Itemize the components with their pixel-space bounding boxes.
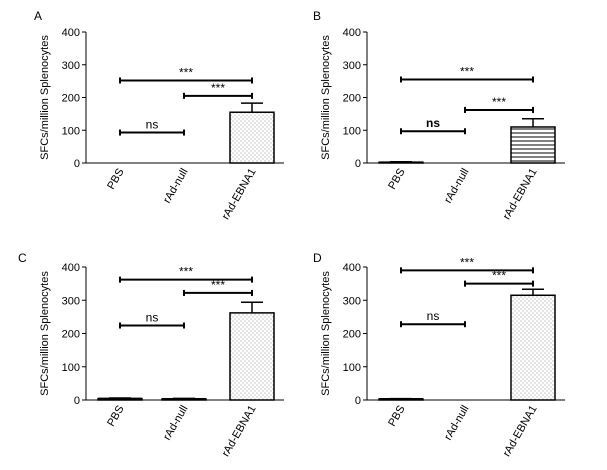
x-tick-label: rAd-EBNA1	[501, 404, 540, 459]
y-tick-label: 0	[355, 395, 361, 407]
y-tick-label: 0	[355, 158, 361, 170]
panel-letter: C	[18, 251, 27, 265]
x-tick-label: PBS	[105, 404, 126, 429]
x-tick-label: rAd-EBNA1	[220, 167, 259, 222]
x-tick-label: rAd-null	[161, 167, 190, 206]
panel-a: A 0 100 200 300 400 SFCs/million Splenocytes PB…	[34, 9, 284, 222]
y-tick-label: 200	[343, 329, 361, 341]
y-tick-label: 400	[62, 27, 80, 39]
panel-letter: D	[313, 251, 322, 265]
significance-bracket: ns	[119, 311, 185, 329]
y-axis-title: SFCs/million Splenocytes	[320, 35, 332, 160]
significance-label: ns	[426, 116, 440, 130]
y-tick-label: 0	[74, 395, 80, 407]
significance-label: ns	[146, 118, 159, 132]
bar	[510, 294, 556, 401]
panel-c: C 0 100 200 300 400 SFCs/million Splenocytes PB…	[18, 251, 284, 459]
x-tick-label: rAd-null	[161, 404, 190, 443]
significance-bracket: ***	[119, 65, 253, 84]
y-tick-label: 0	[74, 158, 80, 170]
significance-bracket: ns	[119, 118, 185, 136]
y-tick-label: 300	[343, 295, 361, 307]
significance-label: ***	[211, 81, 225, 95]
bar	[510, 126, 556, 164]
y-tick-label: 100	[62, 125, 80, 137]
significance-label: ***	[492, 269, 506, 283]
bar	[229, 111, 275, 164]
y-tick-label: 400	[343, 27, 361, 39]
x-tick-label: PBS	[105, 167, 126, 192]
y-axis-title: SFCs/million Splenocytes	[320, 271, 332, 396]
x-tick-label: PBS	[386, 167, 407, 192]
significance-bracket: ns	[400, 309, 466, 328]
significance-label: ns	[427, 309, 440, 323]
significance-bracket: ***	[400, 64, 534, 83]
significance-label: ***	[460, 64, 474, 78]
significance-bracket: ***	[183, 81, 253, 99]
x-tick-label: rAd-null	[442, 167, 471, 206]
y-tick-label: 300	[62, 295, 80, 307]
y-tick-label: 300	[62, 60, 80, 72]
bar	[229, 312, 275, 401]
panel-d: D 0 100 200 300 400 SFCs/million Splenocytes PB…	[313, 251, 565, 459]
significance-bracket: ***	[400, 255, 534, 274]
y-tick-label: 300	[343, 60, 361, 72]
significance-bracket: ***	[464, 269, 534, 287]
x-tick-label: rAd-null	[442, 404, 471, 443]
y-tick-label: 400	[343, 262, 361, 274]
significance-label: ***	[211, 278, 225, 292]
panel-letter: A	[34, 9, 42, 23]
y-tick-label: 200	[62, 329, 80, 341]
y-tick-label: 200	[343, 93, 361, 105]
y-tick-label: 400	[62, 262, 80, 274]
y-tick-label: 100	[343, 125, 361, 137]
significance-label: ***	[492, 95, 506, 109]
significance-bracket: ***	[183, 278, 253, 296]
significance-label: ***	[179, 65, 193, 79]
y-axis-title: SFCs/million Splenocytes	[39, 271, 51, 396]
significance-bracket: ns	[400, 116, 466, 135]
panel-letter: B	[313, 9, 321, 23]
y-tick-label: 200	[62, 93, 80, 105]
significance-label: ns	[146, 311, 159, 325]
significance-bracket: ***	[464, 95, 534, 113]
x-tick-label: PBS	[386, 404, 407, 429]
significance-label: ***	[460, 255, 474, 269]
y-tick-label: 100	[62, 362, 80, 374]
y-axis-title: SFCs/million Splenocytes	[39, 35, 51, 160]
y-tick-label: 100	[343, 362, 361, 374]
panels: A 0 100 200 300 400 SFCs/million Splenocytes PB…	[18, 9, 565, 459]
x-tick-label: rAd-EBNA1	[501, 167, 540, 222]
panel-b: B 0 100 200 300 400 SFCs/million Splenocytes PB…	[313, 9, 565, 222]
significance-bracket: ***	[119, 265, 253, 283]
significance-label: ***	[179, 265, 193, 279]
x-tick-label: rAd-EBNA1	[220, 404, 259, 459]
